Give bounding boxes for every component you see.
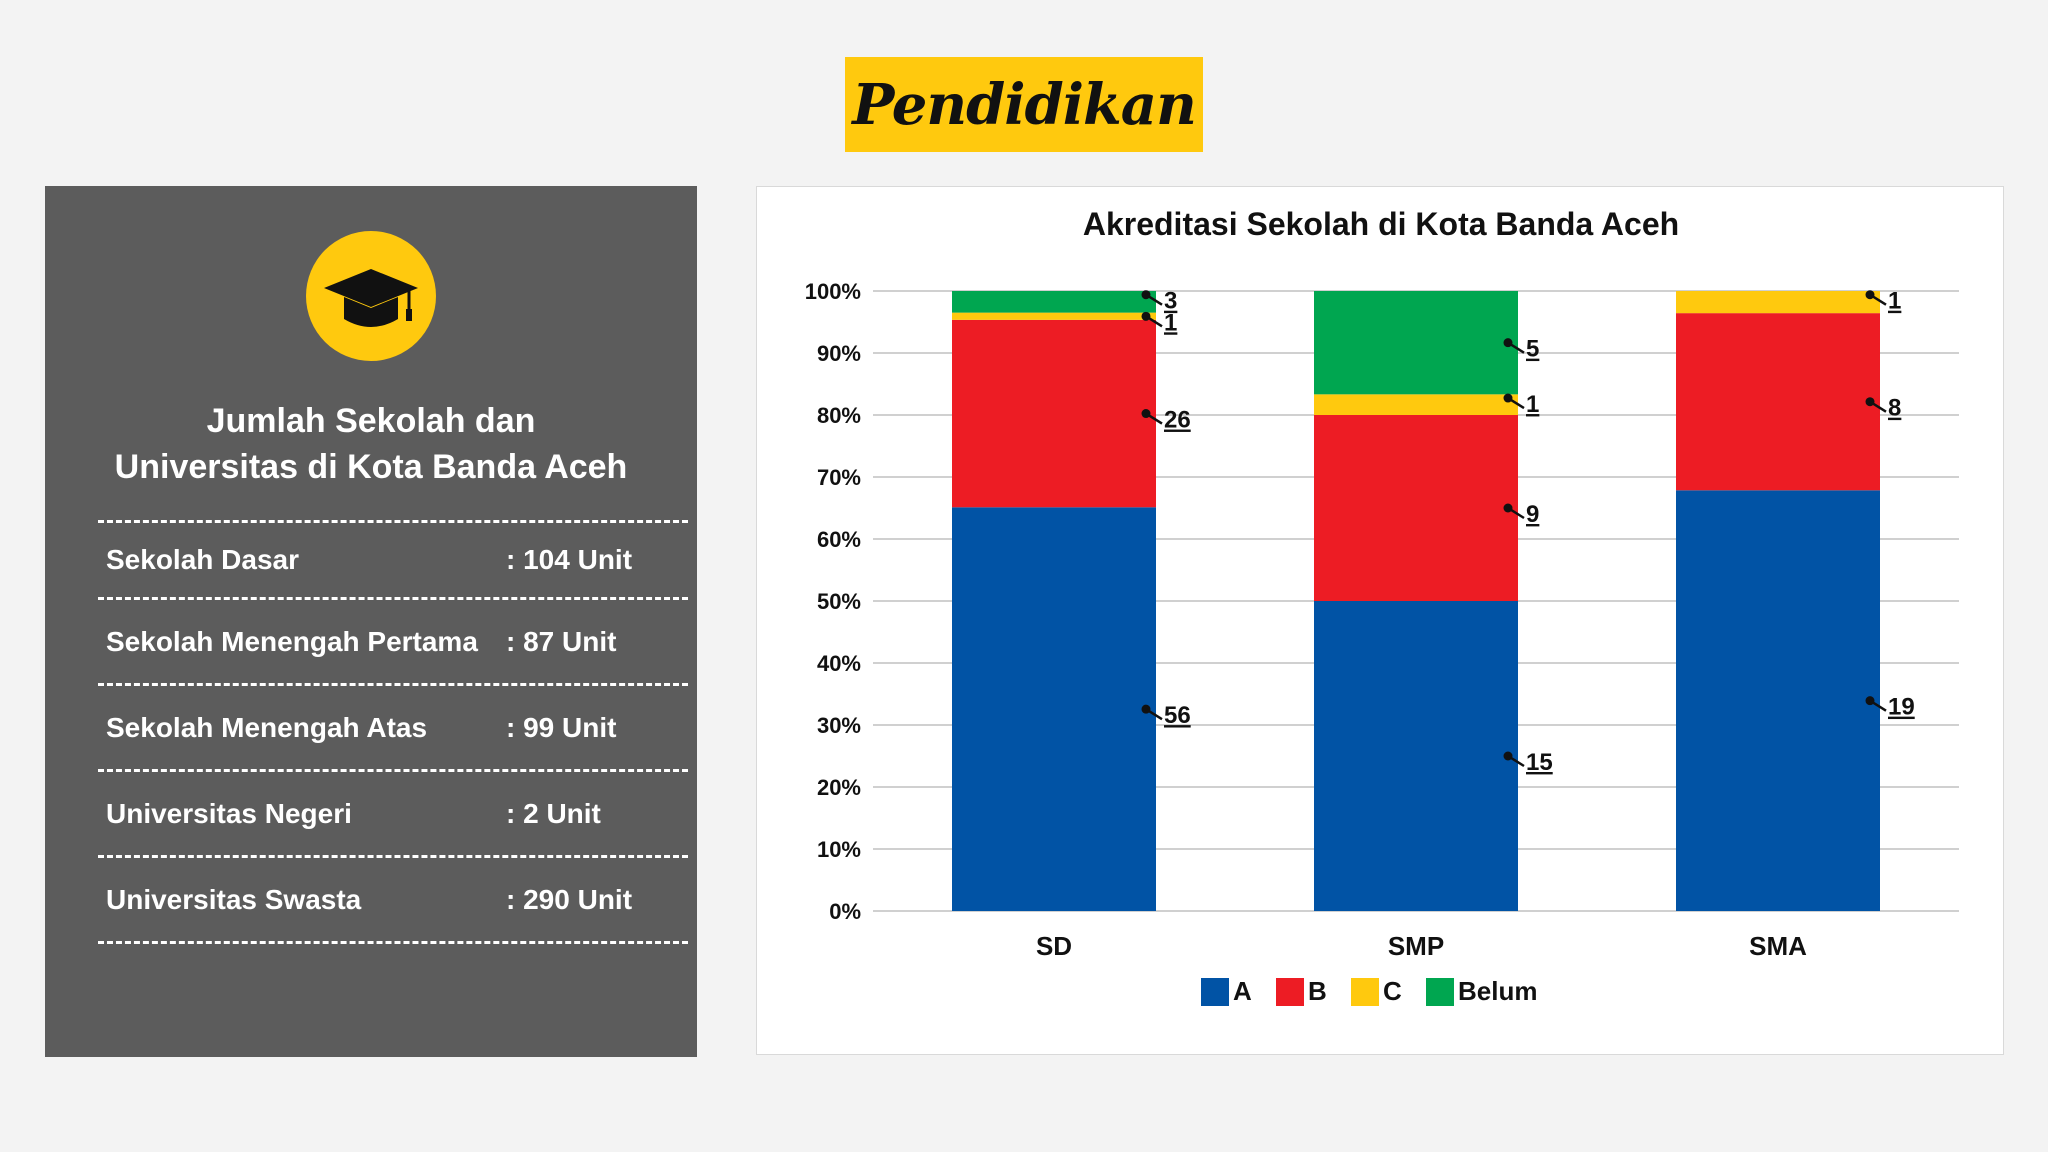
legend-swatch-c (1351, 978, 1379, 1006)
stat-label: Universitas Negeri (106, 797, 352, 829)
panel-title-line1: Jumlah Sekolah dan (206, 402, 536, 440)
bar-segment-c (952, 312, 1156, 320)
x-category-label: SD (1036, 931, 1072, 961)
data-label-group: 15 (1503, 749, 1553, 776)
y-tick-label: 90% (817, 341, 861, 366)
y-tick-label: 40% (817, 651, 861, 676)
stat-row: Sekolah Dasar : 104 Unit (98, 520, 688, 600)
stat-value: : 2 Unit (506, 797, 601, 829)
legend-swatch-belum (1426, 978, 1454, 1006)
stat-label: Sekolah Menengah Pertama (106, 625, 478, 657)
leader-line (1145, 412, 1163, 425)
data-label-group: 9 (1503, 501, 1539, 528)
y-tick-label: 100% (805, 279, 861, 304)
stat-value: : 99 Unit (506, 711, 617, 743)
leader-line (1145, 293, 1163, 306)
data-label: 8 (1888, 395, 1901, 422)
data-label-group: 1 (1503, 391, 1539, 418)
bar-segment-belum (952, 291, 1156, 313)
bar-segment-b (1314, 415, 1518, 601)
leader-line (1507, 506, 1525, 520)
data-label-group: 3 (1141, 288, 1177, 315)
accreditation-chart-panel: Akreditasi Sekolah di Kota Banda Aceh 0%… (756, 186, 2004, 1055)
leader-line (1507, 341, 1525, 354)
school-count-panel: Jumlah Sekolah dan Universitas di Kota B… (45, 186, 697, 1057)
stat-label: Sekolah Dasar (106, 544, 299, 575)
chart-title: Akreditasi Sekolah di Kota Banda Aceh (1083, 206, 1679, 242)
data-label: 9 (1526, 501, 1539, 528)
bar-segment-a (1676, 490, 1880, 911)
graduation-cap-icon (306, 231, 436, 361)
data-label-group: 26 (1141, 407, 1191, 434)
stat-row: Sekolah Menengah Pertama : 87 Unit (98, 600, 688, 686)
panel-title-line2: Universitas di Kota Banda Aceh (114, 448, 628, 486)
legend-label: A (1233, 976, 1252, 1006)
data-label: 15 (1526, 749, 1553, 776)
leader-line (1869, 400, 1887, 413)
leader-line (1145, 315, 1163, 328)
bar-segment-c (1676, 291, 1880, 314)
stat-row: Universitas Swasta : 290 Unit (98, 858, 688, 944)
stat-value: : 87 Unit (506, 625, 617, 657)
leader-line (1145, 708, 1163, 721)
bar-segment-belum (1314, 291, 1518, 395)
y-tick-label: 50% (817, 589, 861, 614)
data-label-group: 5 (1503, 336, 1539, 363)
banner-title: Pendidikan (852, 71, 1197, 138)
y-tick-label: 30% (817, 713, 861, 738)
panel-title: Jumlah Sekolah dan Universitas di Kota B… (45, 398, 697, 490)
accreditation-chart: Akreditasi Sekolah di Kota Banda Aceh 0%… (805, 206, 1959, 1006)
y-tick-label: 20% (817, 775, 861, 800)
legend-label: B (1308, 976, 1327, 1006)
y-tick-label: 80% (817, 403, 861, 428)
leader-line (1507, 396, 1525, 410)
data-label-group: 1 (1141, 309, 1177, 336)
y-tick-label: 70% (817, 465, 861, 490)
bar-segment-a (1314, 601, 1518, 911)
data-label: 1 (1888, 288, 1901, 315)
leader-line (1869, 293, 1887, 306)
legend-label: Belum (1458, 976, 1537, 1006)
x-category-label: SMP (1388, 931, 1444, 961)
bar-segment-b (1676, 313, 1880, 491)
stat-label: Sekolah Menengah Atas (106, 711, 428, 743)
bar-segment-a (952, 507, 1156, 911)
data-label: 3 (1164, 288, 1177, 315)
data-label-group: 8 (1865, 395, 1901, 422)
stat-row: Universitas Negeri : 2 Unit (98, 772, 688, 858)
legend-swatch-b (1276, 978, 1304, 1006)
data-label: 56 (1164, 702, 1191, 729)
legend-label: C (1383, 976, 1402, 1006)
x-category-label: SMA (1749, 931, 1807, 961)
bar-segment-b (952, 319, 1156, 508)
stat-value: : 104 Unit (506, 544, 633, 575)
title-banner: Pendidikan (845, 57, 1203, 152)
data-label: 26 (1164, 407, 1191, 434)
legend-swatch-a (1201, 978, 1229, 1006)
stat-row: Sekolah Menengah Atas : 99 Unit (98, 686, 688, 772)
data-label: 19 (1888, 694, 1915, 721)
data-label-group: 1 (1865, 288, 1901, 315)
data-label-group: 19 (1865, 694, 1915, 721)
data-label-group: 56 (1141, 702, 1191, 729)
data-label: 5 (1526, 336, 1539, 363)
stats-list: Sekolah Dasar : 104 Unit Sekolah Menenga… (98, 520, 688, 944)
leader-line (1507, 754, 1525, 768)
stat-value: : 290 Unit (506, 883, 633, 915)
leader-line (1869, 699, 1887, 712)
bar-segment-c (1314, 394, 1518, 415)
data-label: 1 (1526, 391, 1539, 418)
data-label: 1 (1164, 309, 1177, 336)
y-tick-label: 0% (829, 899, 861, 924)
stat-label: Universitas Swasta (106, 883, 362, 915)
y-tick-label: 60% (817, 527, 861, 552)
y-tick-label: 10% (817, 837, 861, 862)
